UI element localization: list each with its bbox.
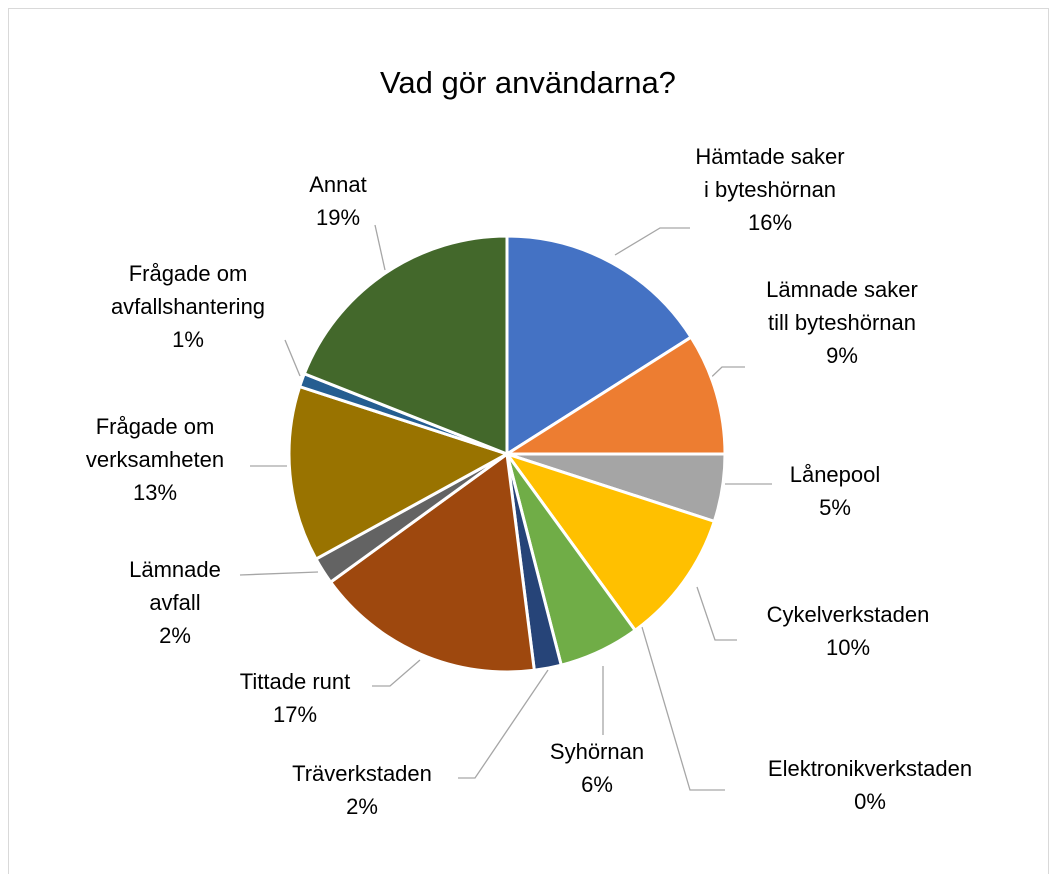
leader-lines (239, 224, 772, 791)
leader-line (372, 659, 421, 687)
data-label: Annat 19% (278, 168, 398, 234)
value-label: 6% (581, 772, 613, 797)
pie-slice (287, 385, 509, 561)
value-label: 1% (172, 327, 204, 352)
data-label: Träverkstaden 2% (252, 757, 472, 823)
value-label: 2% (346, 794, 378, 819)
data-label: Frågade om verksamheten 13% (55, 410, 255, 509)
category-label: Tittade runt (239, 669, 351, 694)
data-label: Hämtade saker i byteshörnan 16% (690, 140, 850, 239)
category-label: Hämtade saker i byteshörnan (695, 144, 845, 202)
data-label: Elektronikverkstaden 0% (725, 752, 1015, 818)
pie-slice (302, 234, 509, 456)
category-label: Lånepool (789, 462, 881, 487)
chart-title: Vad gör användarna? (380, 65, 676, 100)
data-label: Lämnade saker till byteshörnan 9% (762, 273, 922, 372)
category-label: Träverkstaden (292, 761, 432, 786)
data-label: Tittade runt 17% (195, 665, 395, 731)
leader-line (458, 669, 549, 779)
value-label: 5% (819, 495, 851, 520)
data-label: Lämnade avfall 2% (110, 553, 240, 652)
leader-line (641, 626, 725, 791)
value-label: 0% (854, 789, 886, 814)
data-label: Syhörnan 6% (517, 735, 677, 801)
value-label: 2% (159, 623, 191, 648)
leader-line (284, 339, 301, 377)
category-label: Syhörnan (549, 739, 645, 764)
pie-slice (505, 335, 727, 456)
pie-slice (329, 452, 536, 674)
leader-line (374, 224, 386, 271)
category-label: Frågade om avfallshantering (110, 261, 266, 319)
category-label: Cykelverkstaden (766, 602, 930, 627)
value-label: 10% (825, 635, 871, 660)
category-label: Lämnade avfall (129, 557, 221, 615)
category-label: Lämnade saker till byteshörnan (766, 277, 918, 335)
category-label: Annat (309, 172, 367, 197)
value-label: 13% (132, 480, 178, 505)
leader-line (614, 227, 690, 256)
pie-slice (505, 234, 693, 456)
value-label: 9% (826, 343, 858, 368)
pie-slice (505, 452, 716, 632)
leader-line (696, 586, 737, 641)
data-label: Cykelverkstaden 10% (728, 598, 968, 664)
data-label: Lånepool 5% (765, 458, 905, 524)
value-label: 17% (272, 702, 318, 727)
category-label: Frågade om verksamheten (85, 414, 225, 472)
value-label: 16% (747, 210, 793, 235)
category-label: Elektronikverkstaden (767, 756, 973, 781)
value-label: 19% (315, 205, 361, 230)
leader-line (239, 571, 319, 576)
data-label: Frågade om avfallshantering 1% (78, 257, 298, 356)
